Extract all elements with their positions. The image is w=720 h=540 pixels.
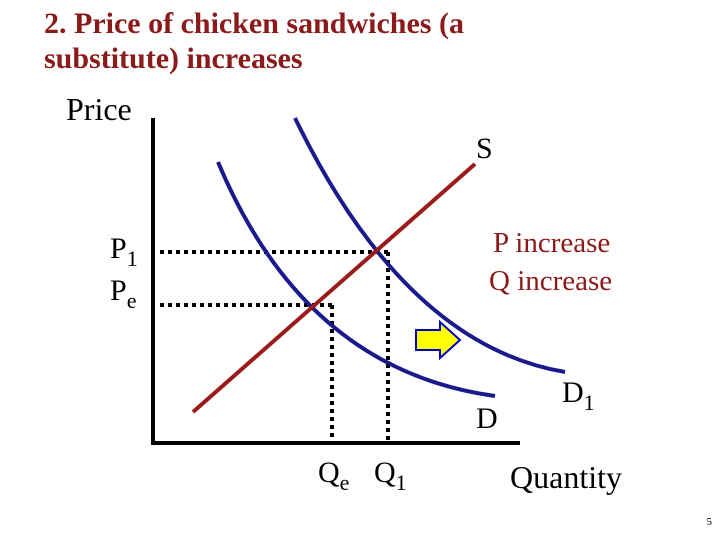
q1-label-sub: 1 (396, 470, 407, 495)
page-number: 5 (706, 516, 713, 528)
p1-label-sub: 1 (127, 246, 138, 271)
demand-label: D (476, 402, 498, 435)
slide-title: 2. Price of chicken sandwiches (a substi… (44, 7, 464, 75)
supply-curve (191, 162, 477, 414)
demand-shifted-label-main: D (562, 376, 584, 409)
demand-shifted-label: D1 (562, 376, 595, 415)
demand-shifted-curve (293, 117, 566, 374)
pe-label: Pe (110, 274, 136, 313)
supply-label: S (476, 132, 493, 165)
qe-label-sub: e (340, 470, 350, 495)
shift-right-arrow (415, 319, 462, 361)
p1-label-main: P (110, 232, 127, 265)
annotation-p-increase: P increase (493, 227, 610, 259)
q1-label: Q1 (374, 456, 407, 495)
pe-label-main: P (110, 274, 127, 307)
quantity-axis-label: Quantity (510, 459, 622, 495)
p1-label: P1 (110, 232, 138, 271)
qe-label: Qe (318, 456, 349, 495)
pe-label-sub: e (127, 288, 137, 313)
price-axis-label: Price (66, 91, 132, 127)
demand-curve (216, 161, 496, 398)
q1-label-main: Q (374, 456, 396, 489)
annotation-q-increase: Q increase (489, 265, 612, 297)
qe-label-main: Q (318, 456, 340, 489)
demand-shifted-label-sub: 1 (584, 390, 595, 415)
